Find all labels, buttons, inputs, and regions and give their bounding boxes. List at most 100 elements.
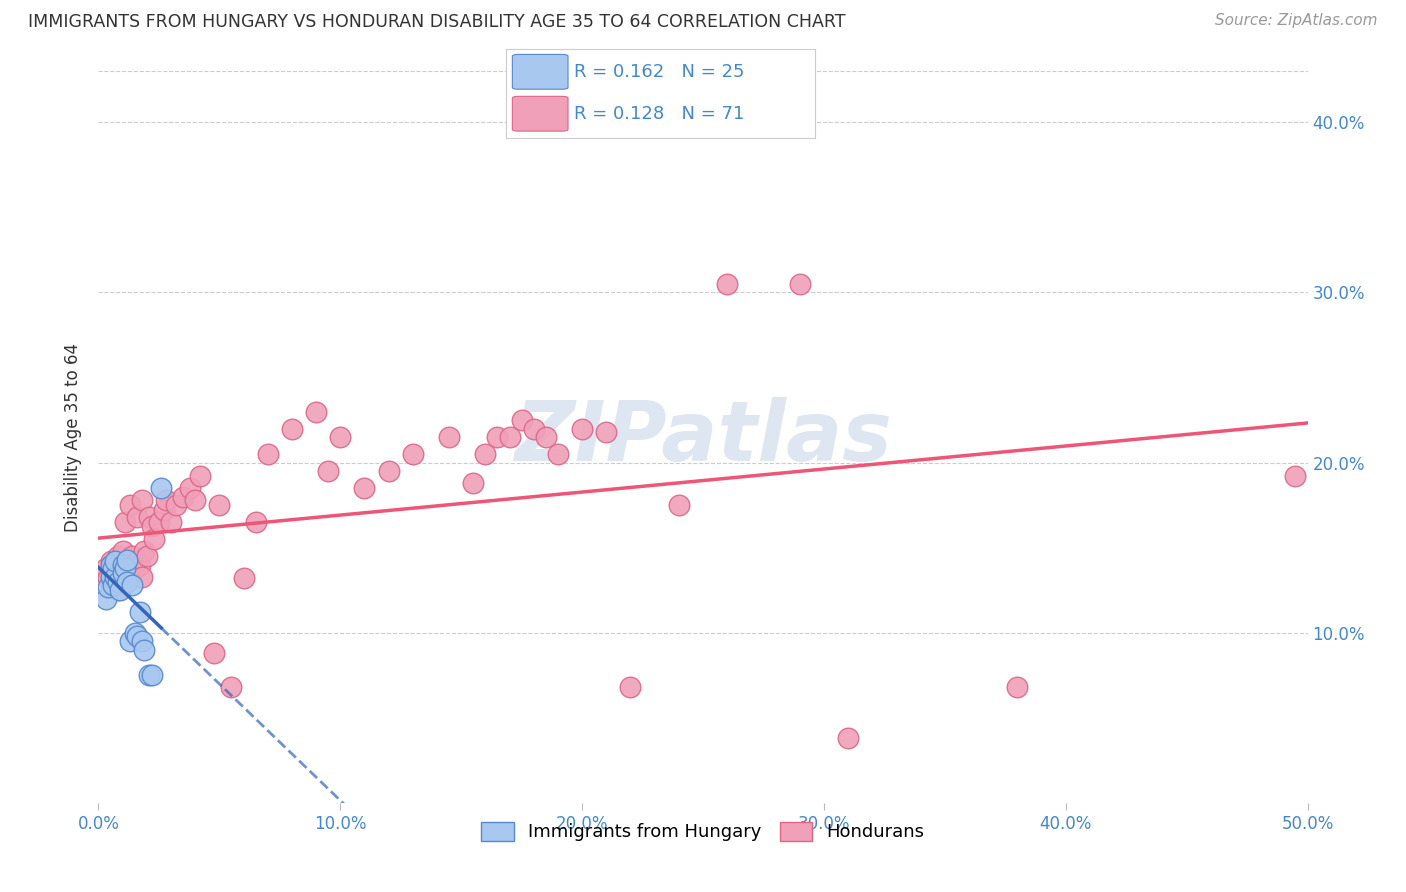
Point xyxy=(179,481,201,495)
Point xyxy=(101,578,124,592)
Point xyxy=(128,558,150,572)
Y-axis label: Disability Age 35 to 64: Disability Age 35 to 64 xyxy=(65,343,83,532)
Point xyxy=(104,561,127,575)
Point xyxy=(117,552,139,566)
Point xyxy=(256,447,278,461)
Point xyxy=(221,680,243,694)
Point xyxy=(100,558,122,572)
Point xyxy=(114,515,136,529)
FancyBboxPatch shape xyxy=(512,96,568,131)
FancyBboxPatch shape xyxy=(512,54,568,89)
Point xyxy=(108,558,131,572)
Point xyxy=(94,591,117,606)
Point xyxy=(789,277,811,291)
Point xyxy=(837,731,859,746)
Point xyxy=(208,498,231,512)
Point xyxy=(100,554,122,568)
Point xyxy=(165,498,187,512)
Point xyxy=(108,571,131,585)
Point xyxy=(114,558,136,572)
Point xyxy=(127,510,149,524)
Text: IMMIGRANTS FROM HUNGARY VS HONDURAN DISABILITY AGE 35 TO 64 CORRELATION CHART: IMMIGRANTS FROM HUNGARY VS HONDURAN DISA… xyxy=(28,13,845,31)
Point xyxy=(141,518,163,533)
Point xyxy=(107,583,129,598)
Point xyxy=(101,566,124,581)
Point xyxy=(463,475,485,490)
Point xyxy=(104,554,127,568)
Point xyxy=(188,469,211,483)
Point xyxy=(121,578,143,592)
Point xyxy=(131,493,153,508)
Text: ZIPatlas: ZIPatlas xyxy=(515,397,891,477)
Point xyxy=(107,549,129,563)
Point xyxy=(104,574,127,589)
Point xyxy=(117,554,139,568)
Point xyxy=(329,430,352,444)
Point xyxy=(97,580,120,594)
Text: R = 0.128   N = 71: R = 0.128 N = 71 xyxy=(574,104,745,123)
Point xyxy=(316,464,339,478)
Point xyxy=(498,430,520,444)
Point xyxy=(402,447,425,461)
Point xyxy=(160,515,183,529)
Point xyxy=(124,561,146,575)
Point xyxy=(523,421,546,435)
Point xyxy=(138,510,160,524)
Text: R = 0.162   N = 25: R = 0.162 N = 25 xyxy=(574,62,745,81)
Point xyxy=(305,404,328,418)
Point xyxy=(150,481,173,495)
Point xyxy=(107,574,129,589)
Point xyxy=(486,430,509,444)
Point xyxy=(547,447,569,461)
Point xyxy=(534,430,557,444)
Point xyxy=(100,569,122,583)
Point xyxy=(101,561,124,575)
Point xyxy=(127,554,149,568)
Point xyxy=(117,569,139,583)
Point xyxy=(138,668,160,682)
Point xyxy=(245,515,267,529)
Point xyxy=(141,668,163,682)
Point xyxy=(232,571,254,585)
Point xyxy=(571,421,593,435)
Point xyxy=(117,574,139,589)
Point xyxy=(108,583,131,598)
Point xyxy=(121,549,143,563)
Point xyxy=(124,625,146,640)
Point xyxy=(668,498,690,512)
Point xyxy=(134,544,156,558)
Point xyxy=(204,646,226,660)
Point xyxy=(377,464,399,478)
Point xyxy=(135,549,157,563)
Point xyxy=(474,447,496,461)
Point xyxy=(716,277,738,291)
Point xyxy=(131,634,153,648)
Point xyxy=(172,490,194,504)
Point xyxy=(118,561,141,575)
Point xyxy=(127,629,149,643)
Point xyxy=(111,566,134,581)
Point xyxy=(619,680,641,694)
Point xyxy=(114,561,136,575)
Point xyxy=(1007,680,1029,694)
Point xyxy=(118,498,141,512)
Point xyxy=(97,571,120,585)
Point xyxy=(595,425,617,439)
Point xyxy=(148,515,170,529)
Point xyxy=(111,544,134,558)
Point xyxy=(437,430,460,444)
Point xyxy=(152,503,174,517)
Point xyxy=(94,561,117,575)
Text: Source: ZipAtlas.com: Source: ZipAtlas.com xyxy=(1215,13,1378,29)
Point xyxy=(104,569,127,583)
Point xyxy=(281,421,304,435)
Point xyxy=(118,634,141,648)
Point xyxy=(100,578,122,592)
Point xyxy=(111,566,134,581)
Point xyxy=(143,532,166,546)
Point xyxy=(353,481,375,495)
Point xyxy=(155,493,177,508)
Point xyxy=(1284,469,1306,483)
Point xyxy=(134,642,156,657)
Point xyxy=(131,569,153,583)
